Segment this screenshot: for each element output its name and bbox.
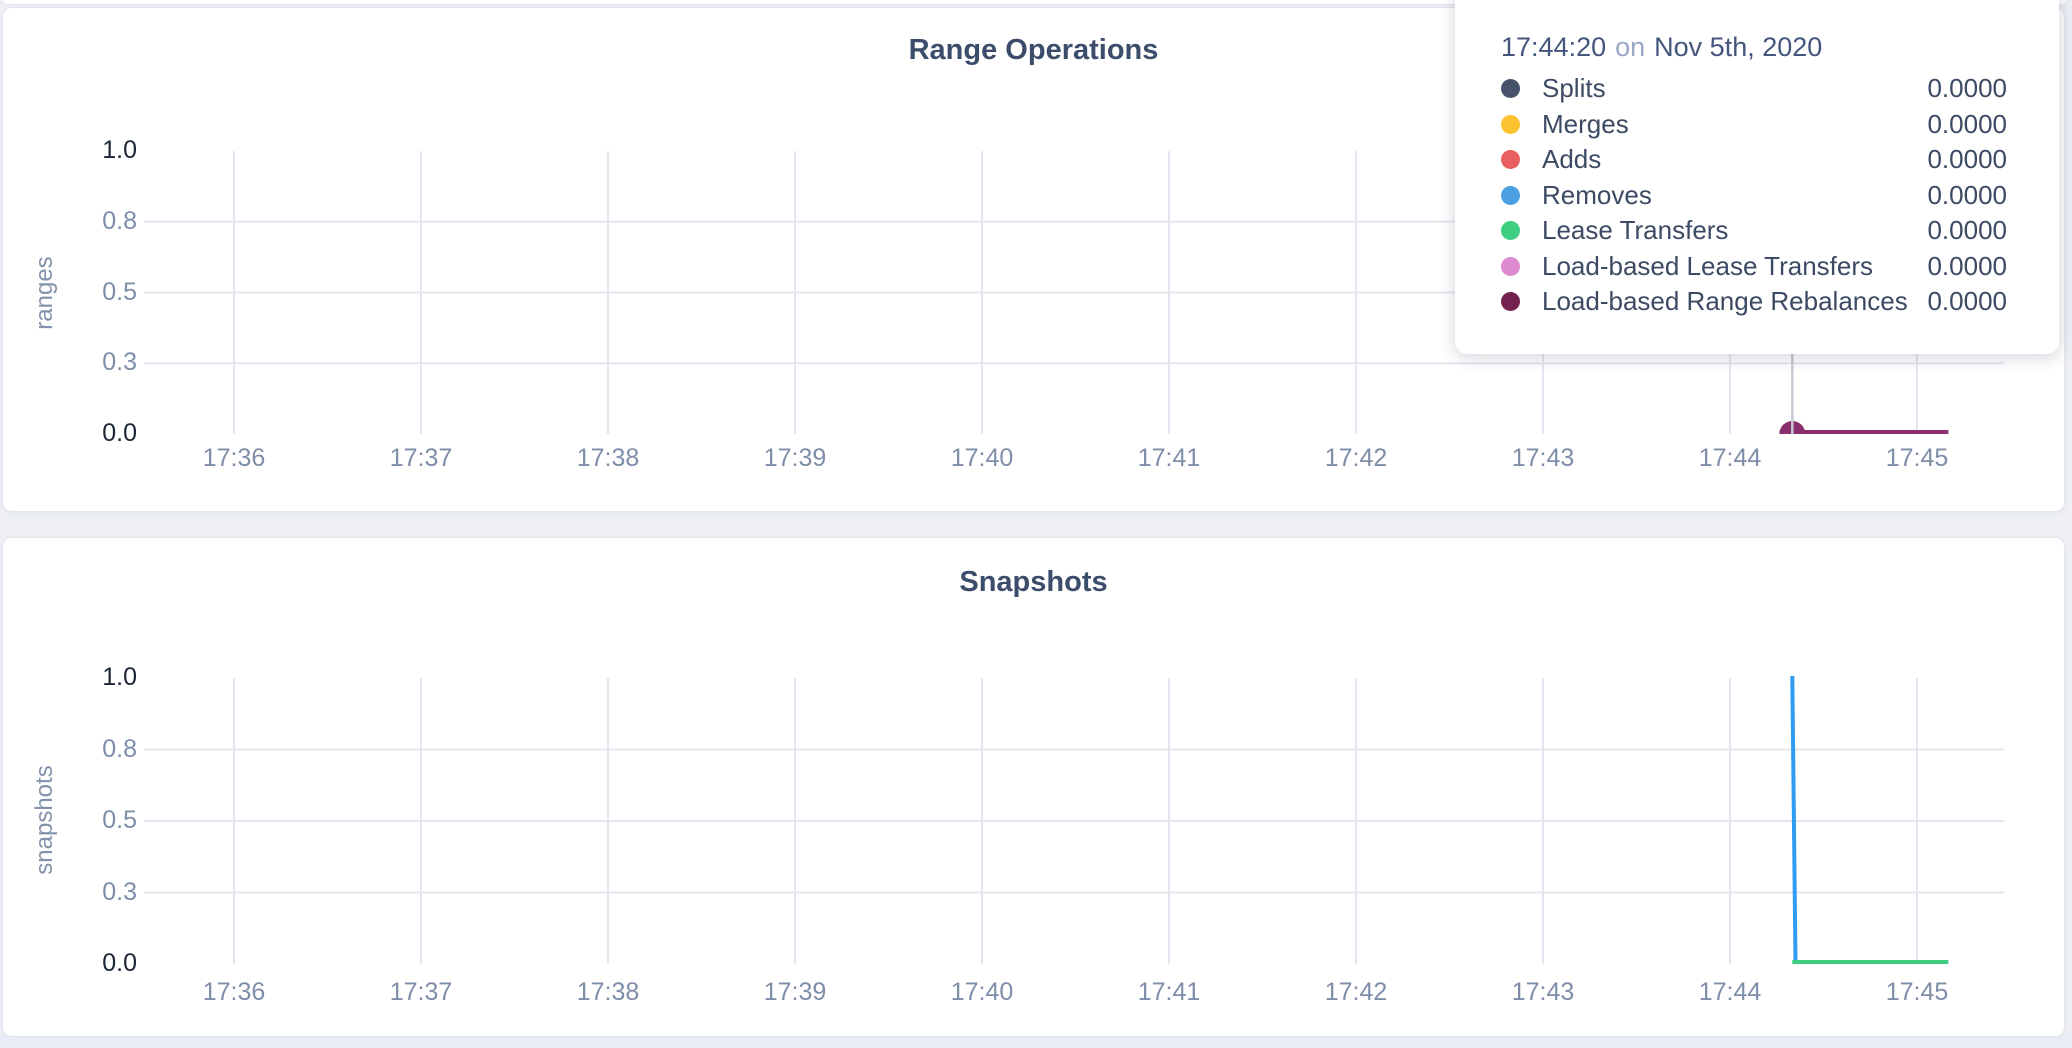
x-tick-label: 17:41 — [1137, 444, 1201, 472]
y-tick-label: 0.3 — [102, 348, 137, 377]
chart-title-snapshots: Snapshots — [959, 566, 1108, 598]
series-value: 0.0000 — [1927, 144, 2007, 175]
tooltip-connector: on — [1615, 32, 1646, 62]
x-tick-label: 17:37 — [389, 444, 453, 472]
y-tick-label: 1.0 — [102, 663, 137, 691]
tooltip-row: Splits 0.0000 — [1501, 71, 2007, 107]
x-tick-label: 17:39 — [763, 978, 827, 1006]
x-tick-label: 17:44 — [1698, 978, 1762, 1006]
y-tick-label: 0.0 — [102, 419, 137, 447]
series-value: 0.0000 — [1927, 250, 2007, 281]
series-value: 0.0000 — [1927, 179, 2007, 210]
series-color-dot — [1501, 256, 1520, 276]
x-tick-label: 17:36 — [202, 978, 266, 1006]
x-tick-label: 17:40 — [950, 978, 1014, 1006]
y-tick-label: 0.5 — [102, 277, 137, 306]
series-label: Splits — [1542, 73, 1606, 104]
tooltip-date: Nov 5th, 2020 — [1654, 32, 1823, 62]
tooltip-row: Load-based Range Rebalances 0.0000 — [1501, 284, 2007, 320]
x-tick-label: 17:38 — [576, 978, 640, 1006]
x-tick-label: 17:37 — [389, 978, 453, 1006]
series-label: Load-based Range Rebalances — [1542, 286, 1908, 317]
x-tick-label: 17:36 — [202, 444, 266, 472]
x-tick-label: 17:42 — [1324, 978, 1388, 1006]
series-color-dot — [1501, 114, 1520, 134]
chart-card-snapshots: Snapshots snapshots 1.0 0.8 0.5 0.3 0.0 17:36… — [2, 537, 2065, 1037]
tooltip-legend-rows: Splits 0.0000 Merges 0.0000 Adds 0.0000 Remove… — [1501, 71, 2007, 320]
series-color-dot — [1501, 221, 1520, 241]
page-bottom-strip — [0, 1037, 2072, 1048]
tooltip-row: Lease Transfers 0.0000 — [1501, 213, 2007, 249]
y-tick-label: 0.0 — [102, 949, 137, 977]
x-tick-label: 17:44 — [1698, 444, 1762, 472]
x-tick-label: 17:41 — [1137, 978, 1201, 1006]
series-color-dot — [1501, 292, 1520, 312]
x-tick-label: 17:45 — [1885, 978, 1949, 1006]
series-line — [1790, 675, 1949, 964]
y-tick-label: 0.8 — [102, 206, 137, 235]
y-tick-label: 0.8 — [102, 734, 137, 763]
series-value: 0.0000 — [1927, 286, 2007, 317]
series-color-dot — [1501, 150, 1520, 170]
x-tick-label: 17:43 — [1511, 444, 1575, 472]
tooltip-time: 17:44:20 — [1501, 32, 1607, 62]
tooltip-timestamp: 17:44:20 on Nov 5th, 2020 — [1501, 30, 2007, 64]
tooltip-row: Removes 0.0000 — [1501, 178, 2007, 214]
series-color-dot — [1501, 185, 1520, 205]
y-tick-label: 0.3 — [102, 877, 137, 906]
series-label: Load-based Lease Transfers — [1542, 250, 1873, 281]
hover-tooltip: 17:44:20 on Nov 5th, 2020 Splits 0.0000 Merg… — [1455, 0, 2059, 354]
series-label: Removes — [1542, 179, 1652, 210]
x-tick-label: 17:42 — [1324, 444, 1388, 472]
tooltip-row: Load-based Lease Transfers 0.0000 — [1501, 249, 2007, 285]
chart-title-range-operations: Range Operations — [908, 34, 1159, 66]
x-tick-label: 17:39 — [763, 444, 827, 472]
tooltip-row: Adds 0.0000 — [1501, 142, 2007, 178]
series-color-dot — [1501, 79, 1520, 99]
snapshots-plot-area[interactable] — [3, 538, 2066, 1036]
series-label: Adds — [1542, 144, 1602, 175]
series-value: 0.0000 — [1927, 108, 2007, 139]
x-tick-label: 17:43 — [1511, 978, 1575, 1006]
series-label: Merges — [1542, 108, 1629, 139]
x-tick-label: 17:45 — [1885, 444, 1949, 472]
series-value: 0.0000 — [1927, 73, 2007, 104]
x-tick-label: 17:40 — [950, 444, 1014, 472]
tooltip-row: Merges 0.0000 — [1501, 107, 2007, 143]
series-value: 0.0000 — [1927, 215, 2007, 246]
y-tick-label: 0.5 — [102, 806, 137, 834]
y-tick-label: 1.0 — [102, 136, 137, 164]
x-tick-label: 17:38 — [576, 444, 640, 472]
series-label: Lease Transfers — [1542, 215, 1729, 246]
